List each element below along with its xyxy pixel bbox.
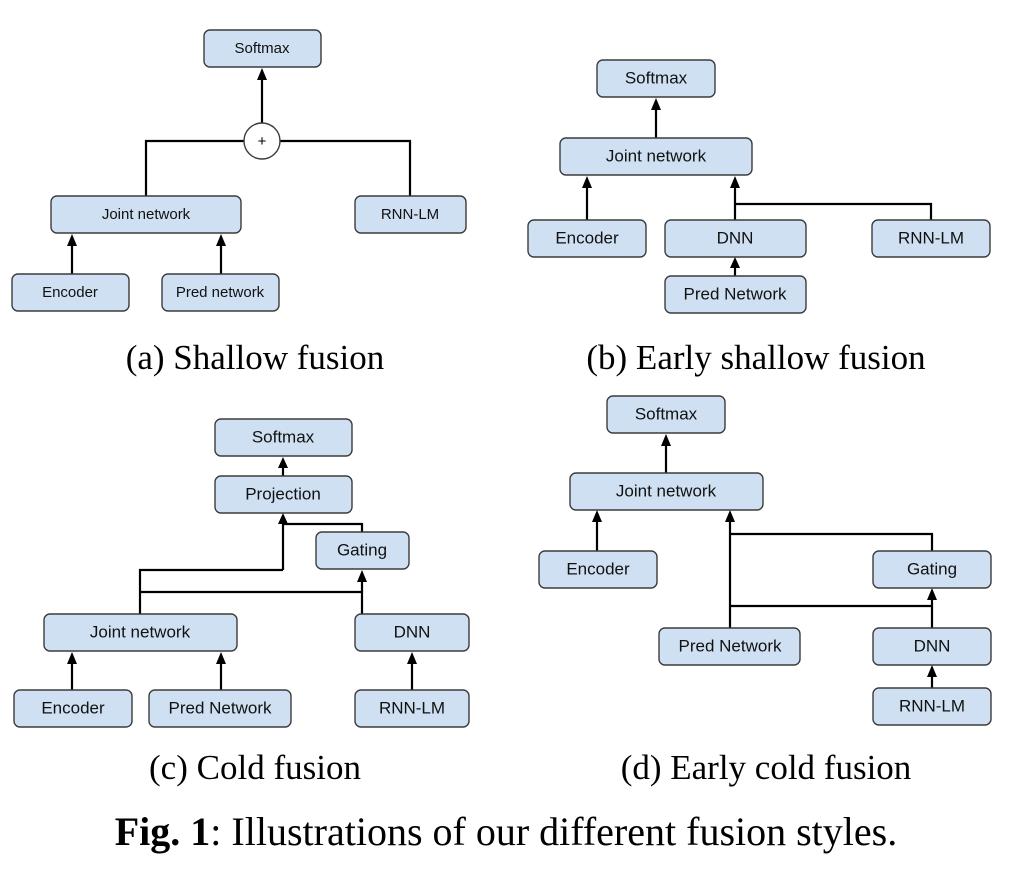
a-rnnlm-node: RNN-LM xyxy=(354,195,467,234)
d-rnnlm-node: RNN-LM xyxy=(872,687,992,726)
a-edge-rnnlm-plus xyxy=(280,139,412,196)
a-plus-node: + xyxy=(243,122,281,160)
c-rnnlm-label: RNN-LM xyxy=(379,698,445,717)
b-softmax-label: Softmax xyxy=(625,68,688,87)
d-encoder-node: Encoder xyxy=(538,550,658,589)
d-arrowhead-dnn xyxy=(927,665,937,677)
a-arrowhead-joint-right xyxy=(216,234,226,246)
b-dnn-node: DNN xyxy=(664,219,807,258)
d-arrowhead-gating xyxy=(927,588,937,600)
c-arrowhead-gating xyxy=(357,570,367,582)
d-gating-node: Gating xyxy=(872,550,992,589)
d-gating-label: Gating xyxy=(907,559,957,578)
a-encoder-node: Encoder xyxy=(11,273,130,312)
a-arrowhead-softmax xyxy=(257,68,267,80)
a-plus-label: + xyxy=(258,133,267,150)
c-gating-node: Gating xyxy=(315,531,410,570)
b-rnnlm-label: RNN-LM xyxy=(898,228,964,247)
b-encoder-label: Encoder xyxy=(555,228,619,247)
d-dnn-node: DNN xyxy=(872,627,992,666)
c-softmax-node: Softmax xyxy=(214,418,353,457)
b-encoder-node: Encoder xyxy=(527,219,647,258)
c-dnn-node: DNN xyxy=(354,613,470,652)
b-arrowhead-dnn xyxy=(730,257,740,268)
caption-shallow-fusion: (a) Shallow fusion xyxy=(125,338,385,377)
c-encoder-node: Encoder xyxy=(13,689,133,728)
c-dnn-label: DNN xyxy=(394,622,431,641)
d-encoder-label: Encoder xyxy=(566,559,630,578)
a-pred-network-node: Pred network xyxy=(161,273,280,312)
c-pred-network-node: Pred Network xyxy=(148,689,292,728)
a-edge-joint-plus xyxy=(144,139,244,196)
figure-label: Fig. 1 xyxy=(114,809,211,854)
c-edge-joint-dnn-bus xyxy=(140,590,364,614)
c-arrowhead-softmax xyxy=(278,457,288,468)
a-rnnlm-label: RNN-LM xyxy=(381,206,439,223)
b-edge-rnnlm-joint xyxy=(735,202,933,220)
d-arrowhead-joint-right xyxy=(725,510,735,522)
a-softmax-label: Softmax xyxy=(234,40,290,57)
c-softmax-label: Softmax xyxy=(252,427,315,446)
d-arrowhead-joint-left xyxy=(592,510,602,522)
d-arrowhead-softmax xyxy=(661,434,671,446)
b-arrowhead-joint-right xyxy=(730,176,740,188)
figure-caption: Fig. 1: Illustrations of our different f… xyxy=(0,808,1012,855)
a-joint-network-label: Joint network xyxy=(102,206,191,223)
b-dnn-label: DNN xyxy=(717,228,754,247)
a-encoder-label: Encoder xyxy=(42,284,98,301)
c-arrowhead-dnn xyxy=(407,652,417,664)
d-rnnlm-label: RNN-LM xyxy=(899,696,965,715)
c-encoder-label: Encoder xyxy=(41,698,105,717)
caption-cold-fusion: (c) Cold fusion xyxy=(149,748,361,787)
d-edge-gating-joint xyxy=(730,532,934,551)
c-projection-node: Projection xyxy=(214,475,353,514)
panel-c-diagram: Softmax Projection Gating Joint network … xyxy=(13,418,470,728)
figure-caption-text: : Illustrations of our different fusion … xyxy=(210,809,898,854)
panel-d-diagram: Softmax Joint network Encoder Gating Pre… xyxy=(538,395,992,726)
c-arrowhead-joint-right xyxy=(216,652,226,664)
a-pred-network-label: Pred network xyxy=(176,284,265,301)
b-joint-network-node: Joint network xyxy=(559,137,753,176)
caption-early-shallow-fusion: (b) Early shallow fusion xyxy=(586,338,926,377)
c-edge-gating-projection xyxy=(283,522,364,532)
b-rnnlm-node: RNN-LM xyxy=(871,219,991,258)
c-arrowhead-projection xyxy=(278,513,288,524)
c-arrowhead-joint-left xyxy=(67,652,77,664)
d-joint-network-label: Joint network xyxy=(616,481,717,500)
panel-b-diagram: Softmax Joint network Encoder DNN RNN-LM… xyxy=(527,59,991,314)
b-arrowhead-softmax xyxy=(651,98,661,110)
c-joint-network-node: Joint network xyxy=(43,613,238,652)
c-projection-label: Projection xyxy=(245,484,321,503)
b-arrowhead-joint-left xyxy=(582,176,592,188)
c-joint-network-label: Joint network xyxy=(90,622,191,641)
d-pred-network-node: Pred Network xyxy=(658,627,801,666)
b-joint-network-label: Joint network xyxy=(606,146,707,165)
c-gating-label: Gating xyxy=(337,540,387,559)
d-softmax-node: Softmax xyxy=(606,395,726,434)
c-rnnlm-node: RNN-LM xyxy=(354,689,470,728)
b-pred-network-label: Pred Network xyxy=(684,284,787,303)
a-joint-network-node: Joint network xyxy=(50,195,242,234)
panel-a-diagram: Softmax + Joint network RNN-LM Encoder P… xyxy=(11,29,467,312)
b-softmax-node: Softmax xyxy=(596,59,716,98)
d-pred-network-label: Pred Network xyxy=(679,636,782,655)
d-joint-network-node: Joint network xyxy=(569,472,764,511)
d-softmax-label: Softmax xyxy=(635,404,698,423)
c-edge-joint-gating xyxy=(138,568,283,614)
caption-early-cold-fusion: (d) Early cold fusion xyxy=(620,748,912,787)
a-softmax-node: Softmax xyxy=(203,29,322,68)
d-dnn-label: DNN xyxy=(914,636,951,655)
a-arrowhead-joint-left xyxy=(67,234,77,246)
b-pred-network-node: Pred Network xyxy=(664,275,807,314)
c-pred-network-label: Pred Network xyxy=(169,698,272,717)
